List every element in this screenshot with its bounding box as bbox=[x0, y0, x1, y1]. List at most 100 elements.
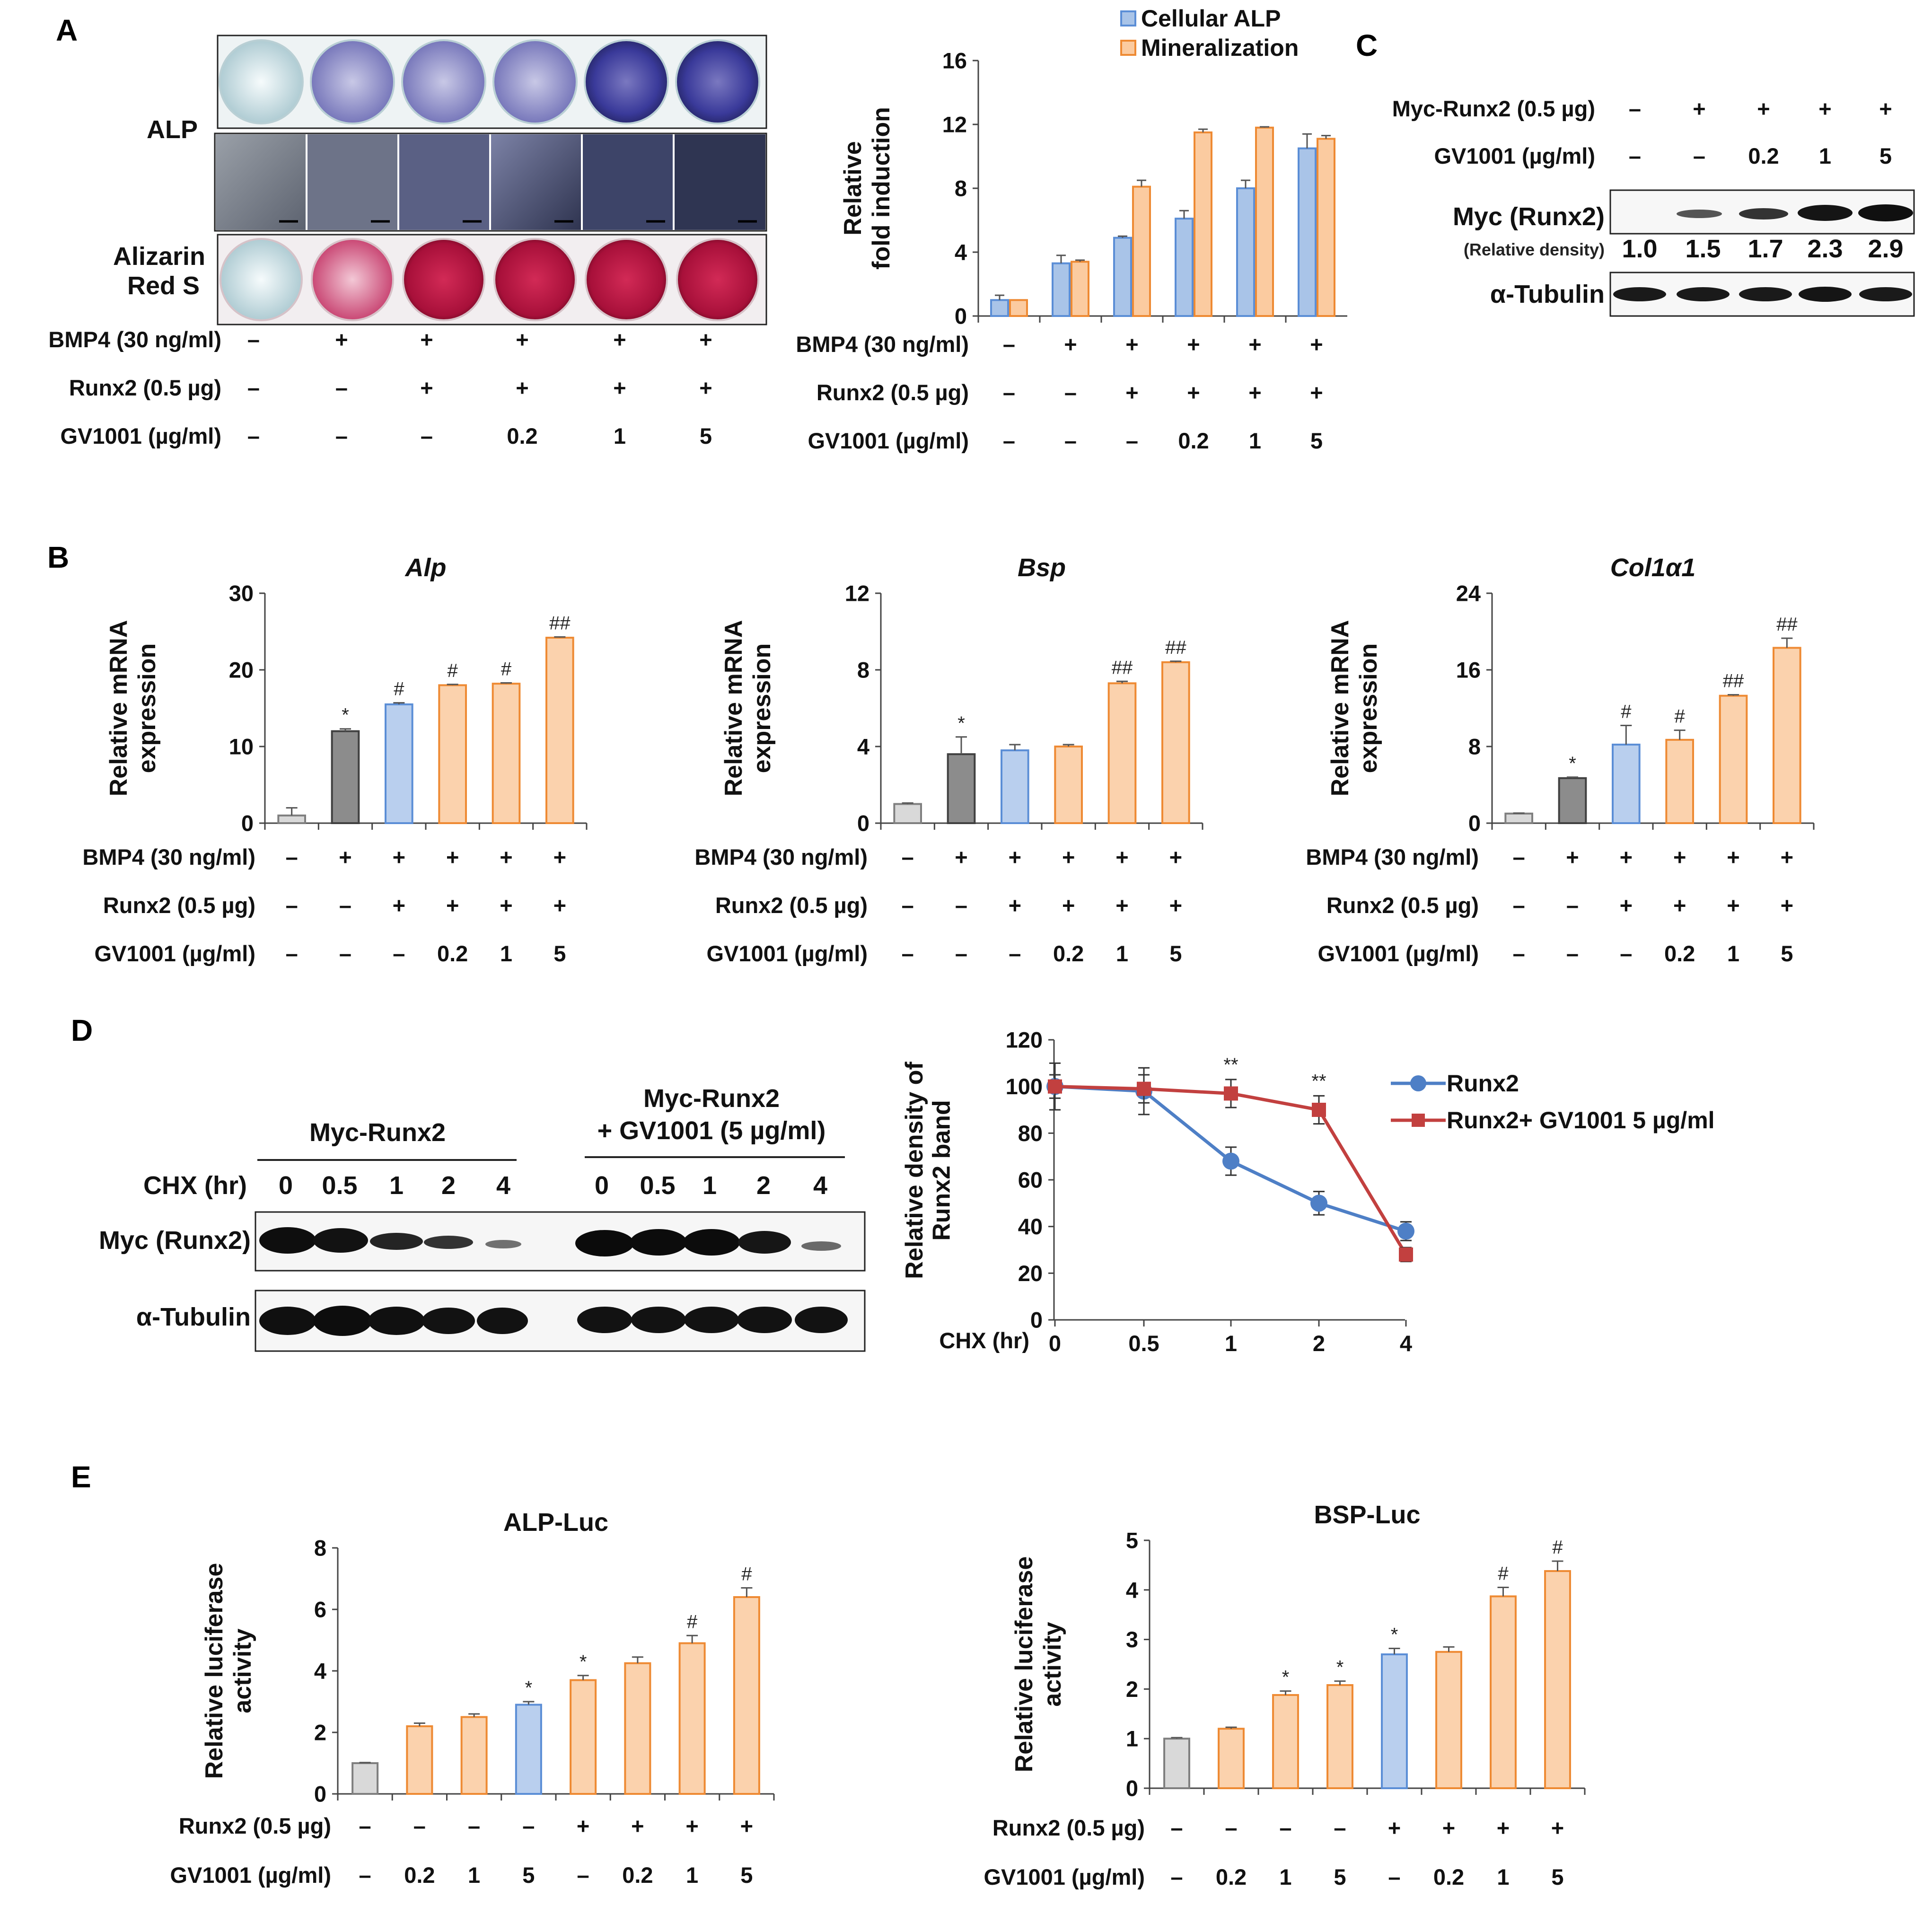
chart-title: Col1α1 bbox=[1610, 553, 1696, 582]
x-tick-label: 1 bbox=[1225, 1331, 1237, 1356]
cond-value: – bbox=[247, 327, 260, 352]
svg-text:5: 5 bbox=[1879, 143, 1892, 168]
y-tick-label: 0 bbox=[1030, 1307, 1043, 1332]
condition-value: + bbox=[1620, 893, 1633, 918]
condition-label: BMP4 (30 ng/ml) bbox=[1306, 844, 1479, 870]
panel-letter-c: C bbox=[1356, 28, 1378, 62]
bar bbox=[1161, 661, 1190, 825]
y-tick-label: 6 bbox=[314, 1597, 326, 1622]
svg-text:0: 0 bbox=[595, 1171, 609, 1200]
condition-value: + bbox=[339, 844, 351, 870]
condition-value: 1 bbox=[686, 1862, 698, 1888]
condition-value: – bbox=[359, 1813, 371, 1838]
condition-value: + bbox=[1248, 332, 1261, 357]
condition-value: + bbox=[1115, 844, 1128, 870]
condition-value: – bbox=[1566, 941, 1579, 966]
c-label-myc-runx2: Myc-Runx2 (0.5 µg) bbox=[1392, 96, 1595, 121]
condition-value: – bbox=[1513, 893, 1525, 918]
condition-value: 1 bbox=[1116, 941, 1128, 966]
y-axis-label: Relative mRNAexpression bbox=[720, 620, 776, 797]
chart-alp-luc: 0 2 4 6 8 * * # # ALP-Luc Relative luciferaseactiv… bbox=[170, 1508, 775, 1888]
microscopy-strip bbox=[214, 132, 767, 232]
y-tick-label: 80 bbox=[1018, 1121, 1043, 1146]
bar bbox=[1218, 1728, 1245, 1789]
alizarin-plate bbox=[217, 234, 767, 325]
condition-value: – bbox=[468, 1813, 480, 1838]
chart-title: ALP-Luc bbox=[503, 1508, 608, 1537]
panel-letter-b: B bbox=[47, 540, 69, 574]
y-tick-label: 0 bbox=[955, 303, 967, 328]
condition-value: 0.2 bbox=[437, 941, 468, 966]
alizarin-well-6 bbox=[676, 238, 759, 321]
alp-well-4 bbox=[492, 39, 578, 124]
bar bbox=[460, 1716, 488, 1795]
condition-value: 5 bbox=[1169, 941, 1182, 966]
significance-label: ## bbox=[1165, 637, 1186, 658]
y-tick-label: 0 bbox=[1126, 1775, 1138, 1801]
svg-text:1.0: 1.0 bbox=[1622, 235, 1657, 263]
significance-label: * bbox=[1282, 1667, 1290, 1688]
row-label-alp: ALP bbox=[147, 115, 198, 144]
svg-text:1.7: 1.7 bbox=[1748, 235, 1783, 263]
data-point bbox=[1312, 1103, 1326, 1117]
svg-text:+: + bbox=[1757, 96, 1770, 121]
y-tick-label: 2 bbox=[314, 1720, 326, 1745]
y-tick-label: 0 bbox=[241, 810, 254, 835]
condition-value: – bbox=[522, 1813, 535, 1838]
condition-value: + bbox=[1169, 844, 1182, 870]
bar bbox=[385, 703, 413, 825]
legend-label: Mineralization bbox=[1141, 35, 1299, 61]
cond-value: + bbox=[335, 327, 348, 352]
svg-text:4: 4 bbox=[813, 1171, 827, 1200]
cond-value: + bbox=[516, 375, 528, 400]
condition-value: + bbox=[500, 893, 512, 918]
y-tick-label: 2 bbox=[1126, 1677, 1138, 1702]
y-tick-label: 20 bbox=[229, 657, 254, 682]
y-tick-label: 20 bbox=[1018, 1261, 1043, 1286]
cond-label-bmp4: BMP4 (30 ng/ml) bbox=[48, 327, 221, 352]
condition-value: – bbox=[1170, 1815, 1183, 1840]
condition-value: – bbox=[1513, 844, 1525, 870]
d-tubulin-bands bbox=[259, 1306, 848, 1336]
x-tick-label: 4 bbox=[1400, 1331, 1412, 1356]
condition-value: 1 bbox=[1497, 1864, 1509, 1889]
significance-label: ## bbox=[1776, 614, 1798, 635]
cond-value: + bbox=[516, 327, 528, 352]
condition-value: + bbox=[1310, 332, 1323, 357]
condition-value: + bbox=[393, 893, 405, 918]
bar bbox=[351, 1762, 379, 1795]
svg-text:–: – bbox=[1629, 96, 1641, 121]
condition-value: + bbox=[1125, 380, 1138, 405]
condition-value: – bbox=[413, 1813, 426, 1838]
d-band-label-myc: Myc (Runx2) bbox=[99, 1226, 251, 1255]
cond-value: – bbox=[421, 423, 433, 448]
d-chx-label: CHX (hr) bbox=[143, 1171, 247, 1200]
y-axis-label: Relative luciferaseactivity bbox=[1010, 1556, 1066, 1773]
significance-label: * bbox=[957, 713, 965, 734]
cond-label-runx2: Runx2 (0.5 µg) bbox=[69, 375, 221, 400]
bar bbox=[331, 730, 360, 824]
condition-value: – bbox=[286, 893, 298, 918]
condition-value: – bbox=[577, 1862, 589, 1888]
y-axis-label: Relative density ofRunx2 band bbox=[901, 1062, 956, 1279]
cond-value: – bbox=[335, 375, 348, 400]
svg-text:1: 1 bbox=[389, 1171, 404, 1200]
condition-value: + bbox=[1064, 332, 1077, 357]
y-tick-label: 16 bbox=[1456, 657, 1481, 682]
significance-label: # bbox=[394, 679, 404, 700]
condition-value: + bbox=[1620, 844, 1633, 870]
y-tick-label: 4 bbox=[314, 1658, 326, 1683]
condition-label: GV1001 (µg/ml) bbox=[808, 428, 969, 453]
alp-well-3 bbox=[401, 39, 486, 124]
c-density-label: (Relative density) bbox=[1464, 240, 1605, 259]
bar bbox=[1773, 647, 1801, 825]
bar bbox=[1665, 738, 1694, 824]
y-tick-label: 100 bbox=[1006, 1074, 1043, 1099]
cond-value: + bbox=[613, 375, 626, 400]
bar bbox=[1490, 1595, 1517, 1790]
d-chx-values: 0 0.5 1 2 4 0 0.5 1 2 4 bbox=[279, 1171, 827, 1200]
condition-value: – bbox=[1003, 380, 1015, 405]
bar bbox=[947, 753, 976, 824]
